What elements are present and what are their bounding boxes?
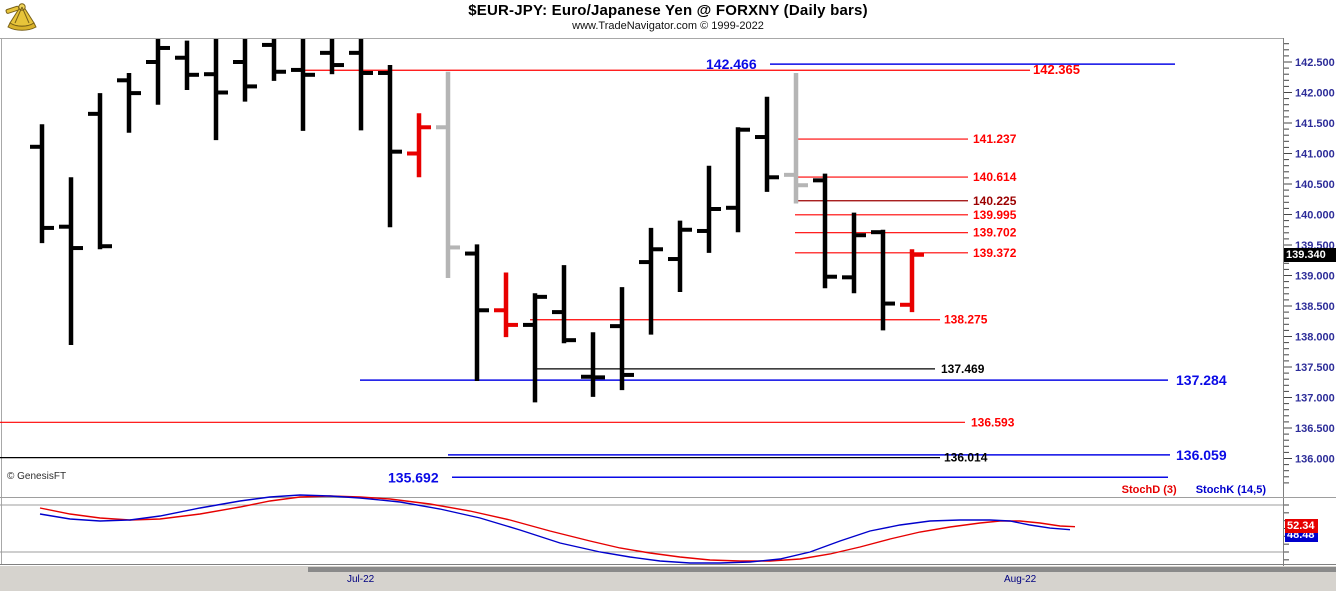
axis-label: 140.000 bbox=[1295, 210, 1335, 222]
ohlc-bar bbox=[842, 212, 866, 294]
chart-header: $EUR-JPY: Euro/Japanese Yen @ FORXNY (Da… bbox=[0, 2, 1336, 32]
stochd-value-box: 52.34 bbox=[1285, 519, 1318, 533]
genesis-watermark: © GenesisFT bbox=[7, 471, 67, 482]
ohlc-bar bbox=[552, 265, 576, 344]
ohlc-bar bbox=[349, 39, 373, 131]
ohlc-bar bbox=[523, 293, 547, 403]
stochk-curve bbox=[39, 494, 1071, 564]
axis-label: 136.000 bbox=[1295, 454, 1335, 466]
level-label: 141.237 bbox=[973, 132, 1017, 146]
axis-label: 138.000 bbox=[1295, 332, 1335, 344]
ohlc-bar bbox=[755, 96, 779, 192]
axis-label: 142.000 bbox=[1295, 88, 1335, 100]
axis-label: 139.000 bbox=[1295, 271, 1335, 283]
ohlc-bar bbox=[639, 227, 663, 335]
current-price-tag: 139.340 bbox=[1284, 247, 1336, 262]
axis-label: 140.500 bbox=[1295, 179, 1335, 191]
ohlc-bar bbox=[900, 249, 924, 313]
ohlc-bar bbox=[494, 272, 518, 338]
ohlc-bar bbox=[175, 40, 199, 91]
level-label: 142.466 bbox=[706, 56, 757, 72]
ohlc-bar bbox=[378, 65, 402, 228]
level-label: 136.059 bbox=[1176, 447, 1227, 463]
stochk-legend-label[interactable]: StochK (14,5) bbox=[1195, 484, 1266, 496]
ohlc-bar bbox=[291, 39, 315, 131]
axis-label: 141.500 bbox=[1295, 118, 1335, 130]
chart-title: $EUR-JPY: Euro/Japanese Yen @ FORXNY (Da… bbox=[468, 2, 868, 19]
ohlc-bar bbox=[30, 124, 54, 244]
ohlc-bar bbox=[146, 39, 170, 105]
date-label: Aug-22 bbox=[1004, 574, 1037, 585]
axis-label: 137.000 bbox=[1295, 393, 1335, 405]
level-label: 139.995 bbox=[973, 208, 1017, 222]
chart-subtitle: www.TradeNavigator.com © 1999-2022 bbox=[572, 20, 764, 32]
ohlc-bar bbox=[320, 39, 344, 75]
ohlc-bar bbox=[407, 113, 431, 178]
ohlc-bar bbox=[59, 177, 83, 346]
axis-label: 142.500 bbox=[1295, 57, 1335, 69]
stochd-legend-label[interactable]: StochD (3) bbox=[1121, 484, 1177, 496]
ohlc-bar bbox=[465, 244, 489, 382]
ohlc-bar bbox=[233, 39, 257, 102]
ohlc-bar bbox=[871, 229, 895, 331]
axis-label: 136.500 bbox=[1295, 423, 1335, 435]
level-label: 137.469 bbox=[941, 362, 985, 376]
axis-label: 138.500 bbox=[1295, 301, 1335, 313]
ohlc-bar bbox=[581, 332, 605, 397]
level-label: 137.284 bbox=[1176, 372, 1227, 388]
level-label: 135.692 bbox=[388, 469, 439, 485]
ohlc-bar bbox=[88, 93, 112, 250]
date-label: Jul-22 bbox=[347, 574, 375, 585]
level-label: 138.275 bbox=[944, 313, 988, 327]
level-label: 136.593 bbox=[971, 415, 1015, 429]
ohlc-bar bbox=[813, 173, 837, 289]
level-labels: 142.466 142.365 141.237 140.614 140.225139.9… bbox=[388, 56, 1227, 485]
level-label: 139.702 bbox=[973, 226, 1017, 240]
price-axis: 142.500 142.000 141.500 141.000 140.500 140.0… bbox=[1284, 43, 1335, 484]
ohlc-bar bbox=[262, 39, 286, 81]
axis-label: 137.500 bbox=[1295, 362, 1335, 374]
level-label: 139.372 bbox=[973, 246, 1017, 260]
ohlc-bar bbox=[436, 71, 460, 278]
price-bars bbox=[30, 39, 924, 403]
ohlc-bar bbox=[697, 165, 721, 253]
ohlc-bar bbox=[726, 127, 750, 233]
level-label: 136.014 bbox=[944, 451, 988, 465]
ohlc-bar bbox=[784, 72, 808, 204]
level-label: 142.365 bbox=[1033, 62, 1080, 77]
level-label: 140.225 bbox=[973, 194, 1017, 208]
indicator-legend: StochD (3) StochK (14,5) bbox=[1106, 484, 1266, 496]
genesis-logo-icon bbox=[5, 3, 37, 31]
level-label: 140.614 bbox=[973, 170, 1017, 184]
date-axis: Jul-22 Aug-22 bbox=[0, 566, 1336, 591]
stochd-curve bbox=[39, 495, 1076, 562]
ohlc-bar bbox=[668, 220, 692, 292]
axis-label: 141.000 bbox=[1295, 149, 1335, 161]
ohlc-bar bbox=[204, 39, 228, 141]
ohlc-bar bbox=[610, 287, 634, 391]
ohlc-bar bbox=[117, 72, 141, 133]
horizontal-scrollbar[interactable] bbox=[308, 567, 1336, 572]
